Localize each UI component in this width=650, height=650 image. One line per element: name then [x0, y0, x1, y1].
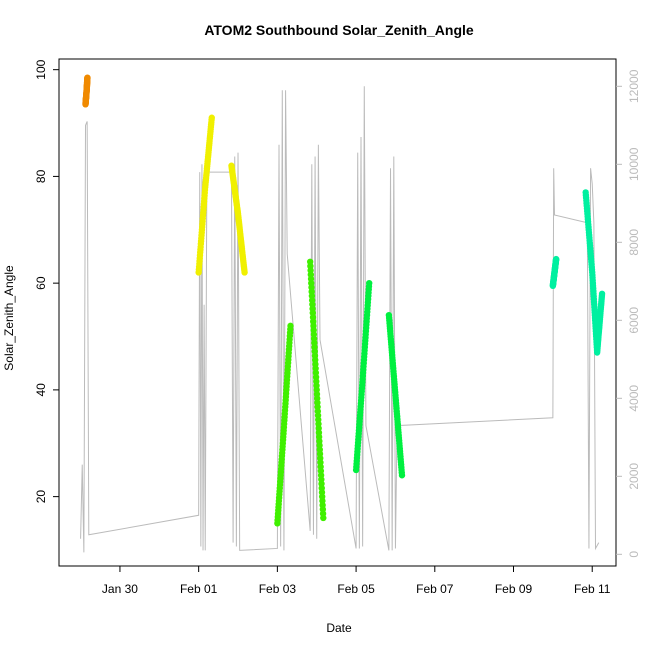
y-right-tick-label: 8000	[627, 229, 641, 256]
x-tick-label: Jan 30	[102, 582, 138, 596]
series-3	[228, 162, 248, 276]
data-point	[241, 269, 248, 276]
y-right-tick-label: 12000	[627, 69, 641, 103]
series-9	[582, 189, 606, 356]
y-right-tick-label: 10000	[627, 147, 641, 181]
x-tick-label: Feb 11	[574, 582, 611, 596]
series-4	[274, 322, 294, 527]
data-point	[598, 290, 606, 298]
data-point	[398, 472, 406, 479]
y-right-tick-label: 4000	[627, 385, 641, 412]
y-axis-left: 20 40 60 80 100	[34, 59, 59, 503]
series-7	[385, 311, 406, 479]
series-6	[352, 279, 373, 474]
y-left-tick-label: 100	[34, 59, 48, 79]
chart-title: ATOM2 Southbound Solar_Zenith_Angle	[204, 22, 474, 38]
series-2	[195, 114, 215, 276]
y-axis-label: Solar_Zenith_Angle	[2, 265, 16, 371]
data-point	[84, 74, 91, 81]
y-right-tick-label: 0	[627, 551, 641, 558]
series-1	[82, 74, 91, 108]
plot-frame	[58, 58, 617, 567]
data-point	[552, 255, 560, 263]
data-points	[82, 74, 606, 527]
x-tick-label: Feb 01	[180, 582, 218, 596]
y-left-tick-label: 40	[34, 383, 48, 397]
data-point	[320, 514, 327, 522]
x-tick-label: Feb 05	[337, 582, 375, 596]
x-axis: Jan 30 Feb 01 Feb 03 Feb 05 Feb 07 Feb 09 Feb …	[102, 566, 611, 596]
y-left-tick-label: 80	[34, 169, 48, 183]
x-tick-label: Feb 09	[495, 582, 533, 596]
y-axis-right: 0 2000 4000 6000 8000 10000 12000	[616, 69, 641, 558]
secondary-line	[80, 86, 600, 553]
y-right-tick-label: 6000	[627, 307, 641, 334]
y-right-tick-label: 2000	[627, 463, 641, 490]
x-tick-label: Feb 03	[259, 582, 297, 596]
series-5	[306, 258, 327, 522]
y-left-tick-label: 20	[34, 490, 48, 504]
x-axis-label: Date	[326, 621, 352, 635]
data-point	[366, 279, 373, 287]
y-left-tick-label: 60	[34, 276, 48, 290]
data-point	[287, 322, 294, 330]
x-tick-label: Feb 07	[416, 582, 454, 596]
data-point	[208, 114, 215, 121]
secondary-line-path	[80, 86, 600, 553]
series-8	[549, 255, 560, 290]
